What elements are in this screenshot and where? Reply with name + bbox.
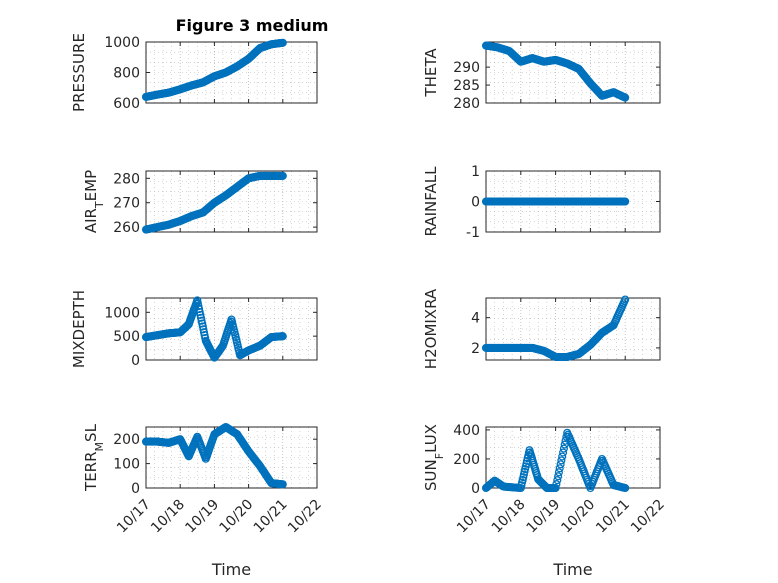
data-point bbox=[559, 448, 568, 457]
y-tick-label: 600 bbox=[113, 96, 140, 112]
y-tick-label: 4 bbox=[471, 311, 480, 327]
y-axis-label: SUNFLUX bbox=[422, 424, 446, 491]
y-tick-label: 280 bbox=[113, 171, 140, 187]
y-axis-label: H2OMIXRA bbox=[422, 288, 440, 369]
y-tick-label: 2 bbox=[471, 341, 480, 357]
axes-box bbox=[145, 170, 318, 233]
x-tick-label: 10/21 bbox=[593, 497, 633, 537]
x-axis-label: Time bbox=[552, 560, 592, 579]
series-markers bbox=[481, 41, 630, 102]
y-tick-label: 0 bbox=[471, 195, 480, 211]
data-point bbox=[621, 295, 630, 304]
y-tick-label: 270 bbox=[113, 196, 140, 212]
y-tick-label: 285 bbox=[453, 78, 480, 94]
data-point bbox=[278, 171, 287, 180]
series-markers bbox=[141, 422, 287, 489]
x-tick-label: 10/22 bbox=[628, 497, 668, 537]
x-tick-label: 10/19 bbox=[182, 497, 222, 537]
series-markers bbox=[141, 38, 287, 101]
y-tick-label: -1 bbox=[466, 225, 480, 241]
y-tick-label: 1000 bbox=[104, 35, 140, 51]
y-tick-label: 500 bbox=[113, 329, 140, 345]
data-point bbox=[554, 472, 563, 481]
y-axis-label: PRESSURE bbox=[70, 33, 88, 112]
y-tick-label: 200 bbox=[453, 452, 480, 468]
axes-box bbox=[145, 297, 318, 361]
x-tick-label: 10/21 bbox=[251, 497, 291, 537]
y-tick-label: 290 bbox=[453, 60, 480, 76]
y-axis-label: RAINFALL bbox=[422, 166, 440, 237]
x-tick-label: 10/22 bbox=[285, 497, 325, 537]
data-point bbox=[554, 468, 563, 477]
data-point bbox=[557, 456, 566, 465]
data-point bbox=[621, 483, 630, 493]
y-tick-label: 0 bbox=[131, 353, 140, 369]
data-point bbox=[621, 197, 630, 206]
data-point bbox=[621, 93, 630, 102]
y-axis-label: TERRMSL bbox=[82, 423, 106, 492]
subplot-3: 260 270 280 AIRTEMP bbox=[82, 170, 318, 236]
subplot-6: 2 4 H2OMIXRA bbox=[422, 288, 661, 369]
data-point bbox=[278, 332, 287, 341]
y-tick-label: 1 bbox=[471, 164, 480, 180]
data-point bbox=[555, 464, 564, 473]
subplot-5: 0 500 1000 MIXDEPTH bbox=[70, 290, 318, 369]
y-axis-label: MIXDEPTH bbox=[70, 290, 88, 368]
figure-title: Figure 3 medium bbox=[176, 16, 329, 35]
x-tick-label: 10/17 bbox=[454, 497, 494, 537]
y-tick-label: 400 bbox=[453, 423, 480, 439]
data-point bbox=[552, 480, 561, 489]
y-tick-label: 1000 bbox=[104, 305, 140, 321]
axes-box bbox=[485, 426, 661, 489]
series-markers bbox=[481, 428, 630, 493]
y-tick-label: 200 bbox=[113, 432, 140, 448]
data-point bbox=[559, 444, 568, 453]
x-tick-label: 10/20 bbox=[217, 497, 257, 537]
y-tick-label: 0 bbox=[471, 481, 480, 497]
series-markers bbox=[481, 295, 630, 362]
axes-box bbox=[145, 426, 318, 489]
series-markers bbox=[141, 296, 287, 362]
x-tick-label: 10/17 bbox=[114, 497, 154, 537]
y-tick-label: 100 bbox=[113, 457, 140, 473]
data-point bbox=[556, 460, 565, 469]
y-tick-label: 800 bbox=[113, 66, 140, 82]
subplot-2: 280 285 290 THETA bbox=[422, 41, 661, 112]
data-point bbox=[558, 452, 567, 461]
x-tick-label: 10/18 bbox=[148, 497, 188, 537]
y-axis-label: AIRTEMP bbox=[82, 170, 106, 233]
data-point bbox=[278, 480, 287, 489]
x-tick-label: 10/18 bbox=[489, 497, 529, 537]
subplot-4: -1 0 1 RAINFALL bbox=[422, 164, 661, 241]
x-tick-label: 10/20 bbox=[558, 497, 598, 537]
data-point bbox=[553, 476, 562, 485]
series-markers bbox=[141, 171, 287, 234]
y-axis-label: THETA bbox=[422, 48, 440, 98]
y-tick-label: 0 bbox=[131, 481, 140, 497]
y-tick-label: 260 bbox=[113, 220, 140, 236]
x-tick-label: 10/19 bbox=[524, 497, 564, 537]
series-markers bbox=[481, 197, 630, 206]
subplot-1: 600 800 1000 PRESSURE bbox=[70, 33, 318, 112]
axes-box bbox=[485, 297, 661, 361]
data-point bbox=[551, 483, 560, 493]
axes-box bbox=[485, 41, 661, 104]
y-tick-label: 280 bbox=[453, 96, 480, 112]
x-axis-label: Time bbox=[211, 560, 251, 579]
data-point bbox=[278, 38, 287, 47]
data-point bbox=[560, 440, 569, 449]
